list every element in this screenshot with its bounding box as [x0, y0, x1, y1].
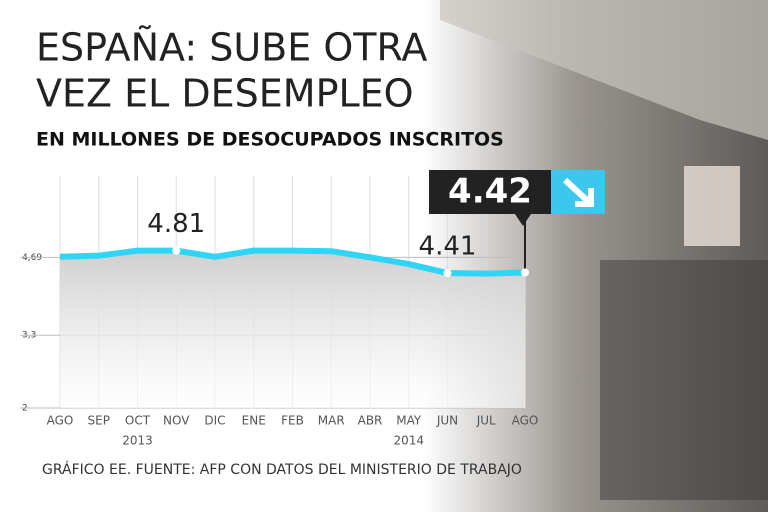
x-tick-label: MAY: [396, 414, 422, 428]
plot: AGO SEP OCT NOV DIC ENE FEB MAR ABR MAY JUN JUL AGO 2…: [20, 170, 605, 448]
x-tick-label: AGO: [47, 414, 74, 428]
chart-title: VEZ EL DESEMPLEO: [36, 72, 414, 116]
x-tick-label: FEB: [281, 414, 304, 428]
year-label: 2013: [122, 434, 153, 448]
source: GRÁFICO EE. FUENTE: AFP CON DATOS DEL MI…: [42, 461, 522, 478]
point: [443, 269, 452, 278]
x-tick-label: OCT: [125, 414, 151, 428]
photo-sign: [440, 0, 768, 140]
area: [60, 250, 525, 408]
x-tick-label: AGO: [512, 414, 539, 428]
point: [172, 246, 181, 255]
x-tick-label: DIC: [204, 414, 225, 428]
callout-pointer: [515, 214, 531, 226]
photo-poster: [684, 166, 740, 246]
callout-box: [429, 170, 551, 214]
x-tick-label: ABR: [358, 414, 383, 428]
x-tick-label: NOV: [163, 414, 190, 428]
value-label: 4.41: [419, 232, 477, 262]
chart-subtitle: EN MILLONES DE DESOCUPADOS INSCRITOS: [36, 129, 504, 151]
value-label: 4.81: [147, 209, 205, 239]
chart-title: ESPAÑA: SUBE OTRA: [36, 26, 427, 70]
value-label-highlight: 4.42: [448, 172, 532, 212]
x-tick-label: ENE: [242, 414, 266, 428]
x-tick-label: SEP: [88, 414, 110, 428]
x-tick-label: MAR: [318, 414, 345, 428]
photo-people: [600, 260, 768, 500]
trend-icon-arrow: [562, 177, 594, 207]
x-tick-label: JUL: [476, 414, 496, 428]
year-label: 2014: [393, 434, 424, 448]
x-tick-label: JUN: [436, 414, 458, 428]
point: [521, 268, 529, 277]
